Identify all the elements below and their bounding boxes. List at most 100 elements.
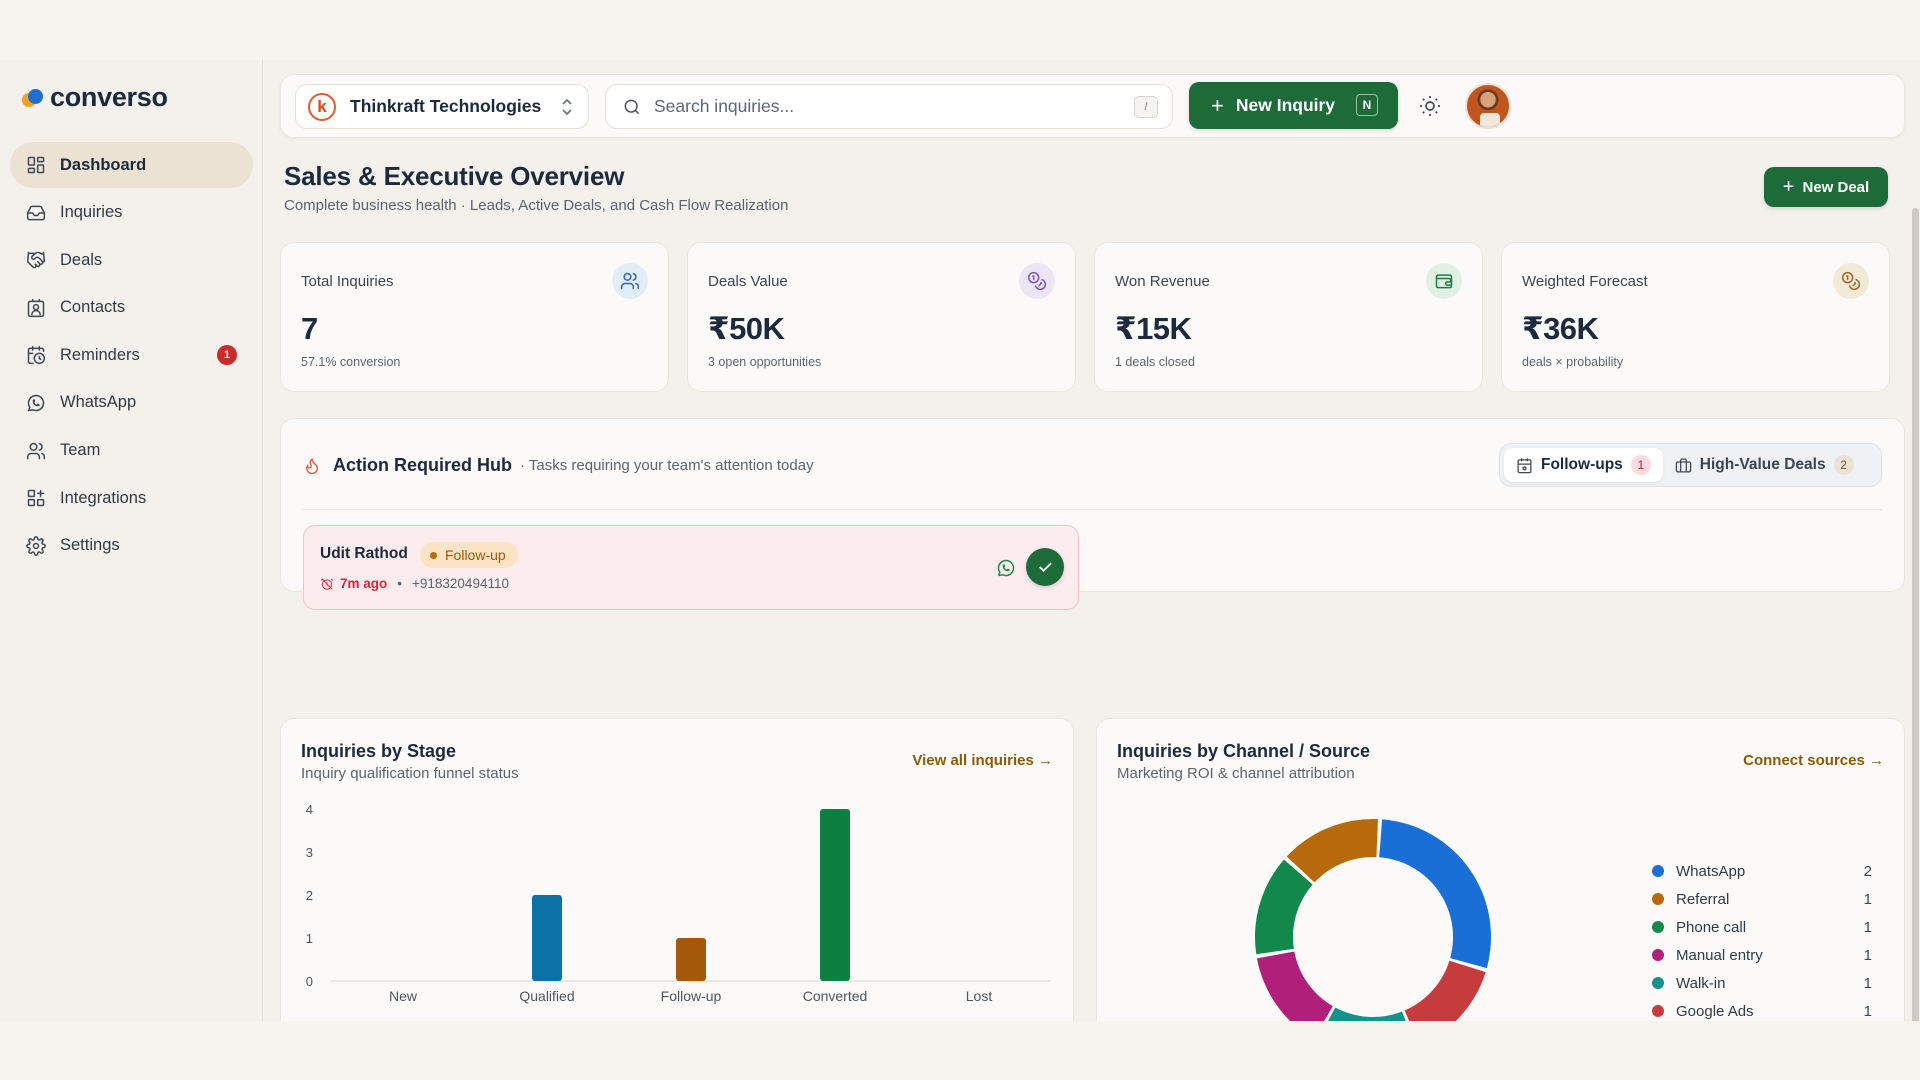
sidebar-item-label: Deals: [60, 250, 103, 269]
plus-icon: +: [1782, 176, 1795, 198]
x-tick-label: Lost: [966, 988, 993, 1004]
tab-label: High-Value Deals: [1699, 456, 1826, 473]
tab-high-value-deals[interactable]: High-Value Deals 2: [1663, 448, 1866, 482]
contacts-icon: [27, 298, 45, 317]
sidebar-item-reminders[interactable]: Reminders 1: [10, 332, 253, 378]
sidebar-item-label: Integrations: [60, 488, 147, 507]
sidebar-item-integrations[interactable]: Integrations: [10, 475, 253, 521]
follow-up-card[interactable]: Udit Rathod Follow-up 7m ago • +91832049…: [303, 525, 1079, 610]
kpi-card-won-revenue[interactable]: Won Revenue ₹15K 1 deals closed: [1094, 242, 1483, 392]
donut-slice-manual-entry: [1256, 951, 1333, 1037]
scrollbar-thumb[interactable]: [1912, 208, 1919, 1034]
alarm-off-icon: [320, 577, 334, 590]
sidebar-item-dashboard[interactable]: Dashboard: [10, 142, 253, 188]
legend-label: WhatsApp: [1676, 862, 1746, 880]
legend-swatch: [1652, 977, 1664, 989]
org-name: Thinkraft Technologies: [350, 96, 542, 116]
tab-count-badge: 1: [1630, 455, 1651, 475]
sidebar: converso Dashboard Inquiries Deals Conta…: [0, 60, 263, 1021]
legend-item[interactable]: WhatsApp 2: [1652, 857, 1872, 885]
follow-up-meta: 7m ago • +918320494110: [320, 576, 509, 591]
new-deal-button[interactable]: + New Deal: [1764, 167, 1888, 207]
app-name: converso: [50, 82, 168, 112]
briefcase-icon: [1675, 457, 1692, 473]
view-all-inquiries-link[interactable]: View all inquiries →: [912, 752, 1053, 769]
separator: •: [397, 576, 402, 591]
flame-icon: [306, 457, 318, 474]
sun-icon[interactable]: [1418, 94, 1442, 118]
inbox-icon: [26, 205, 46, 221]
sidebar-item-inquiries[interactable]: Inquiries: [10, 190, 253, 236]
bar-follow-up: [676, 938, 706, 981]
sidebar-item-label: Team: [60, 441, 101, 460]
connect-sources-link[interactable]: Connect sources →: [1743, 752, 1884, 769]
divider: [303, 509, 1882, 510]
sidebar-item-deals[interactable]: Deals: [10, 237, 253, 283]
contact-phone: +918320494110: [412, 576, 509, 591]
y-tick-label: 4: [306, 802, 313, 817]
search-icon: [624, 99, 640, 114]
legend-item[interactable]: Phone call 1: [1652, 913, 1872, 941]
legend-item[interactable]: Walk-in 1: [1652, 969, 1872, 997]
chevrons-up-down-icon: [562, 98, 572, 116]
new-inquiry-shortcut: N: [1356, 94, 1378, 116]
new-inquiry-button[interactable]: + New Inquiry N: [1189, 82, 1398, 129]
org-switcher[interactable]: k Thinkraft Technologies: [295, 84, 589, 129]
kpi-subtext: deals × probability: [1522, 355, 1624, 369]
legend-item[interactable]: Google Ads 1: [1652, 997, 1872, 1025]
org-logo: k: [308, 92, 336, 121]
new-deal-label: New Deal: [1802, 178, 1870, 196]
user-avatar[interactable]: [1465, 83, 1511, 129]
legend-swatch: [1652, 1005, 1664, 1017]
sidebar-item-settings[interactable]: Settings: [10, 523, 253, 569]
calendar-icon: [1517, 457, 1532, 473]
sidebar-nav: Dashboard Inquiries Deals Contacts Remin…: [10, 142, 253, 570]
kpi-value: ₹15K: [1115, 311, 1192, 346]
team-icon: [26, 442, 46, 459]
legend-item[interactable]: Manual entry 1: [1652, 941, 1872, 969]
hub-title: Action Required Hub: [333, 455, 512, 475]
coins-icon: [1833, 263, 1869, 299]
status-dot-icon: [430, 551, 437, 559]
search-box: /: [605, 84, 1173, 129]
bar-converted: [820, 809, 850, 981]
kpi-card-total-inquiries[interactable]: Total Inquiries 7 57.1% conversion: [280, 242, 669, 392]
app-logo[interactable]: converso: [22, 82, 168, 113]
y-tick-label: 2: [306, 888, 313, 903]
search-input[interactable]: [654, 96, 1114, 117]
sidebar-item-team[interactable]: Team: [10, 428, 253, 474]
whatsapp-icon[interactable]: [996, 558, 1016, 578]
top-bar: k Thinkraft Technologies / + New Inquiry…: [280, 74, 1905, 138]
kpi-label: Total Inquiries: [301, 273, 394, 290]
y-tick-label: 0: [306, 974, 313, 989]
bottom-strip: [0, 1021, 1920, 1080]
kpi-card-weighted-forecast[interactable]: Weighted Forecast ₹36K deals × probabili…: [1501, 242, 1890, 392]
new-inquiry-label: New Inquiry: [1235, 95, 1336, 115]
sidebar-item-whatsapp[interactable]: WhatsApp: [10, 380, 253, 426]
legend-swatch: [1652, 949, 1664, 961]
tab-count-badge: 2: [1833, 455, 1854, 475]
panel-subtitle: Inquiry qualification funnel status: [301, 765, 519, 782]
donut-slice-referral: [1286, 819, 1379, 883]
legend-item[interactable]: Referral 1: [1652, 885, 1872, 913]
check-icon: [1039, 562, 1052, 573]
hub-header: Action Required Hub · Tasks requiring yo…: [303, 455, 814, 476]
page-subtitle: Complete business health · Leads, Active…: [284, 197, 789, 214]
legend-value: 2: [1863, 862, 1872, 880]
gear-icon: [26, 535, 46, 556]
legend-value: 1: [1863, 1002, 1872, 1020]
status-badge-label: Follow-up: [445, 547, 506, 563]
legend-label: Referral: [1676, 890, 1730, 908]
mark-done-button[interactable]: [1026, 548, 1064, 586]
kpi-label: Deals Value: [708, 273, 788, 290]
tab-follow-ups[interactable]: Follow-ups 1: [1504, 448, 1663, 482]
legend-value: 1: [1863, 918, 1872, 936]
x-tick-label: Follow-up: [661, 988, 722, 1004]
legend-swatch: [1652, 865, 1664, 877]
sidebar-item-contacts[interactable]: Contacts: [10, 285, 253, 331]
donut-slice-google-ads: [1404, 960, 1486, 1037]
kpi-card-deals-value[interactable]: Deals Value ₹50K 3 open opportunities: [687, 242, 1076, 392]
sidebar-item-label: Dashboard: [60, 155, 147, 174]
bar-qualified: [532, 895, 562, 981]
kpi-value: ₹36K: [1522, 311, 1599, 346]
